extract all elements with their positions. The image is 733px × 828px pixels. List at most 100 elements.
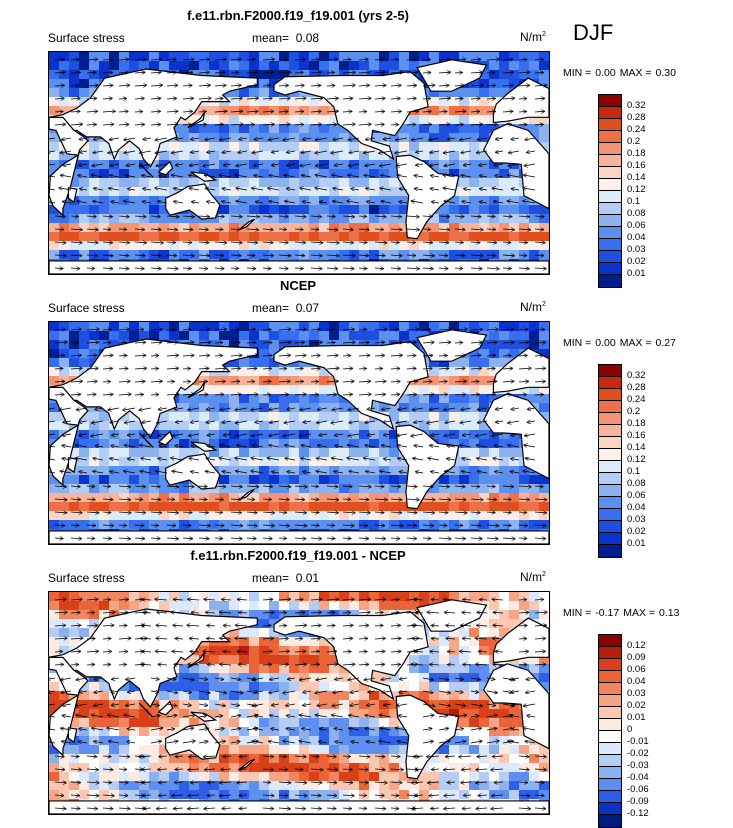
field-cell <box>309 484 320 494</box>
field-cell <box>349 754 360 764</box>
field-cell <box>269 790 280 800</box>
stress-vector <box>183 329 191 330</box>
field-cell <box>269 340 280 350</box>
field-cell <box>289 655 300 665</box>
field-cell <box>219 205 230 215</box>
field-cell <box>219 745 230 755</box>
field-cell <box>79 358 90 368</box>
field-cell <box>369 484 380 494</box>
field-cell <box>369 232 380 242</box>
colorbar-tick-label: 0.06 <box>627 491 646 501</box>
field-cell <box>479 475 490 485</box>
field-cell <box>179 790 190 800</box>
field-cell <box>279 394 290 404</box>
field-cell <box>259 394 270 404</box>
field-cell <box>509 790 520 800</box>
colorbar-segment <box>599 437 621 449</box>
field-cell <box>469 646 480 656</box>
field-cell <box>59 628 70 638</box>
field-cell <box>59 340 70 350</box>
field-cell <box>279 124 290 134</box>
field-cell <box>369 727 380 737</box>
panel-2-units-base: N/m <box>520 300 542 314</box>
field-cell <box>509 196 520 206</box>
field-cell <box>269 205 280 215</box>
field-cell <box>129 790 140 800</box>
field-cell <box>389 475 400 485</box>
field-cell <box>49 502 60 512</box>
field-cell <box>99 493 110 503</box>
colorbar-segment <box>599 533 621 545</box>
field-cell <box>369 250 380 260</box>
field-cell <box>299 709 310 719</box>
field-cell <box>69 232 80 242</box>
field-cell <box>379 592 390 602</box>
field-cell <box>509 205 520 215</box>
field-cell <box>319 448 330 458</box>
field-cell <box>479 736 490 746</box>
field-cell <box>279 601 290 611</box>
field-cell <box>179 421 190 431</box>
field-cell <box>69 349 80 359</box>
field-cell <box>219 763 230 773</box>
field-cell <box>429 520 440 530</box>
field-cell <box>299 385 310 395</box>
field-cell <box>229 61 240 71</box>
colorbar-tick-label: 0.02 <box>627 527 646 537</box>
field-cell <box>189 52 200 62</box>
field-cell <box>89 475 100 485</box>
field-cell <box>289 250 300 260</box>
field-cell <box>69 502 80 512</box>
field-cell <box>219 106 230 116</box>
field-cell <box>329 493 340 503</box>
stress-vector <box>71 85 79 86</box>
field-cell <box>79 88 90 98</box>
stress-vector <box>455 124 463 125</box>
field-cell <box>539 394 549 404</box>
stress-vector <box>263 381 271 382</box>
stress-vector <box>311 499 318 500</box>
field-cell <box>99 601 110 611</box>
field-cell <box>179 664 190 674</box>
field-cell <box>259 133 270 143</box>
field-cell <box>319 502 330 512</box>
panel-2-variable-label: Surface stress <box>48 301 125 315</box>
field-cell <box>509 61 520 71</box>
stress-vector <box>439 525 447 526</box>
field-cell <box>469 709 480 719</box>
field-cell <box>209 772 220 782</box>
stress-vector <box>455 268 462 269</box>
field-cell <box>509 610 520 620</box>
field-cell <box>319 655 330 665</box>
field-cell <box>179 601 190 611</box>
field-cell <box>179 682 190 692</box>
field-cell <box>209 376 220 386</box>
field-cell <box>259 466 270 476</box>
field-cell <box>319 232 330 242</box>
stress-vector <box>487 368 495 369</box>
field-cell <box>509 736 520 746</box>
field-cell <box>169 493 180 503</box>
colorbar-tick-label: 0.18 <box>627 149 646 159</box>
field-cell <box>329 394 340 404</box>
field-cell <box>149 232 160 242</box>
panel-1-mean: mean= 0.08 <box>252 31 319 45</box>
field-cell <box>229 502 240 512</box>
field-cell <box>459 664 470 674</box>
field-cell <box>429 502 440 512</box>
field-cell <box>389 754 400 764</box>
field-cell <box>139 718 150 728</box>
field-cell <box>139 745 150 755</box>
field-cell <box>319 115 330 125</box>
field-cell <box>79 709 90 719</box>
field-cell <box>379 178 390 188</box>
field-cell <box>509 718 520 728</box>
field-cell <box>169 232 180 242</box>
field-cell <box>339 421 350 431</box>
field-cell <box>119 502 130 512</box>
field-cell <box>99 331 110 341</box>
field-cell <box>209 763 220 773</box>
field-cell <box>79 178 90 188</box>
field-cell <box>379 448 390 458</box>
